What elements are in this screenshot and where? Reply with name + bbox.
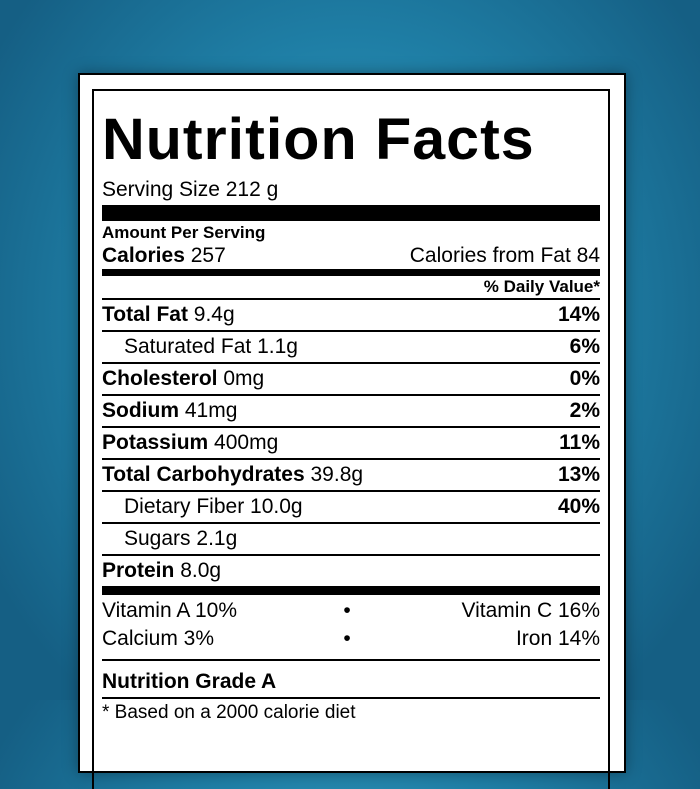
nutrient-dv: 40%: [557, 495, 600, 518]
nutrient-cell: Protein 8.0g: [102, 556, 221, 586]
nutrient-amount: 0mg: [223, 367, 265, 390]
nutrient-cell: Cholesterol 0mg: [102, 364, 264, 394]
nutrient-row-saturated-fat: Saturated Fat 1.1g 6%: [102, 332, 600, 364]
nutrient-label: Dietary Fiber: [124, 495, 245, 518]
nutrient-label: Total Carbohydrates: [102, 463, 305, 486]
nutrient-label: Sugars: [124, 527, 191, 550]
nutrient-dv: 0%: [569, 367, 600, 390]
nutrient-dv: 2%: [569, 399, 600, 422]
daily-value-header: % Daily Value*: [102, 276, 600, 300]
nutrient-dv: 14%: [557, 303, 600, 326]
nutrient-row-protein: Protein 8.0g: [102, 556, 600, 586]
nutrient-amount: 400mg: [214, 431, 279, 454]
vitamin-row: Calcium 3% • Iron 14%: [102, 625, 600, 653]
nutrient-cell: Sugars 2.1g: [102, 524, 237, 554]
nutrient-label: Cholesterol: [102, 367, 218, 390]
nutrient-amount: 41mg: [184, 399, 238, 422]
bullet-separator: •: [343, 599, 351, 622]
serving-size: Serving Size 212 g: [102, 178, 279, 201]
label-title: Nutrition Facts: [102, 107, 535, 172]
nutrient-row-total-carbohydrates: Total Carbohydrates 39.8g 13%: [102, 460, 600, 492]
nutrition-label: Nutrition Facts Serving Size 212 g Amoun…: [78, 73, 626, 789]
calories-row: Calories 257 Calories from Fat 84: [102, 243, 600, 276]
nutrient-cell: Saturated Fat 1.1g: [102, 332, 298, 362]
nutrient-label: Potassium: [102, 431, 209, 454]
nutrient-amount: 9.4g: [193, 303, 235, 326]
nutrient-amount: 2.1g: [196, 527, 238, 550]
daily-value-header-text: % Daily Value*: [483, 277, 600, 296]
nutrient-dv: 6%: [569, 335, 600, 358]
nutrient-row-sugars: Sugars 2.1g: [102, 524, 600, 556]
bullet-separator: •: [343, 627, 351, 650]
nutrient-amount: 1.1g: [257, 335, 298, 358]
nutrient-cell: Dietary Fiber 10.0g: [102, 492, 303, 522]
nutrient-amount: 10.0g: [250, 495, 303, 518]
nutrition-grade: Nutrition Grade A: [102, 667, 600, 699]
nutrient-label: Saturated Fat: [124, 335, 252, 358]
footnote: * Based on a 2000 calorie diet: [102, 702, 356, 723]
calories-value: 257: [190, 244, 226, 267]
nutrient-dv: 13%: [557, 463, 600, 486]
thick-divider: [102, 205, 600, 221]
vitamin-row: Vitamin A 10% • Vitamin C 16%: [102, 597, 600, 625]
vitamin-right: Vitamin C 16%: [461, 599, 600, 622]
nutrient-label: Sodium: [102, 399, 179, 422]
nutrient-row-cholesterol: Cholesterol 0mg 0%: [102, 364, 600, 396]
vitamin-left: Calcium 3%: [102, 627, 215, 650]
nutrient-dv: 11%: [559, 431, 600, 454]
vitamin-right: Iron 14%: [515, 627, 600, 650]
vitamins-section: Vitamin A 10% • Vitamin C 16% Calcium 3%…: [102, 595, 600, 661]
thick-divider: [102, 586, 600, 595]
nutrient-label: Protein: [102, 559, 175, 582]
nutrient-row-potassium: Potassium 400mg 11%: [102, 428, 600, 460]
nutrient-cell: Total Carbohydrates 39.8g: [102, 460, 363, 490]
vitamin-left: Vitamin A 10%: [102, 599, 238, 622]
nutrient-cell: Potassium 400mg: [102, 428, 278, 458]
nutrient-cell: Sodium 41mg: [102, 396, 237, 426]
nutrient-label: Total Fat: [102, 303, 188, 326]
nutrient-cell: Total Fat 9.4g: [102, 300, 235, 330]
nutrient-row-dietary-fiber: Dietary Fiber 10.0g 40%: [102, 492, 600, 524]
amount-per-serving: Amount Per Serving: [102, 223, 266, 242]
calories-cell: Calories 257: [102, 243, 226, 269]
nutrient-amount: 8.0g: [180, 559, 222, 582]
nutrient-row-sodium: Sodium 41mg 2%: [102, 396, 600, 428]
calories-from-fat: Calories from Fat 84: [409, 244, 600, 267]
nutrition-label-inner: Nutrition Facts Serving Size 212 g Amoun…: [92, 89, 610, 789]
calories-label: Calories: [102, 244, 185, 267]
nutrient-amount: 39.8g: [310, 463, 364, 486]
nutrient-row-total-fat: Total Fat 9.4g 14%: [102, 300, 600, 332]
